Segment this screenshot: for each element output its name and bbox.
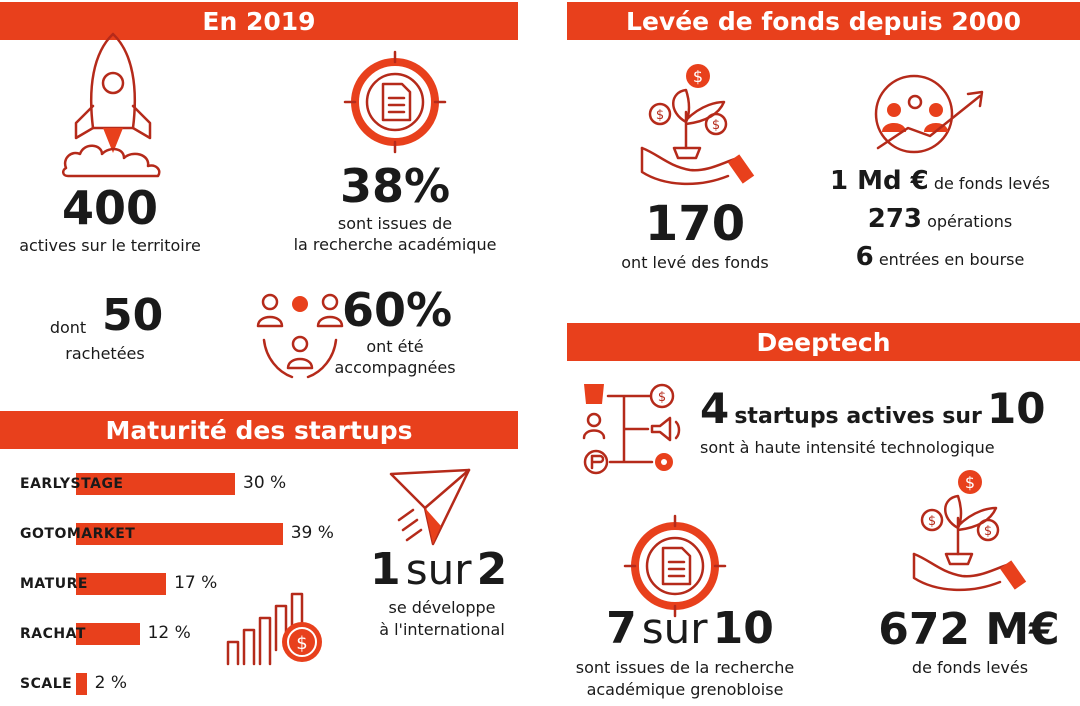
banner-funds-title: Levée de fonds depuis 2000	[626, 6, 1021, 36]
bar-earlystage	[76, 473, 235, 495]
international-label-2: à l'international	[379, 620, 505, 639]
international-ratio: 1 sur 2	[370, 545, 530, 594]
acquired-label: rachetées	[65, 344, 145, 363]
bar-label-scale: SCALE	[20, 676, 73, 692]
acquired-count: 50	[102, 290, 164, 341]
deeptech-academic-label-1: sont issues de la recherche	[575, 658, 795, 677]
svg-text:$: $	[658, 390, 666, 405]
ipo-label: entrées en bourse	[878, 250, 1025, 269]
svg-text:$: $	[296, 633, 307, 654]
growth-people-icon	[874, 74, 984, 154]
deeptech-ratio-b: 10	[986, 384, 1046, 433]
international-sur: sur	[405, 545, 472, 594]
supported-pct: 60%	[342, 283, 453, 337]
academic-pct: 38%	[339, 159, 451, 213]
amount-value: 1 Md €	[829, 166, 929, 196]
deeptech-academic-a: 7	[606, 603, 637, 654]
deeptech-funds-label: de fonds levés	[911, 658, 1029, 677]
international-b: 2	[476, 544, 508, 595]
bar-mature	[76, 573, 167, 595]
active-label: actives sur le territoire	[19, 236, 201, 255]
deeptech-ratio-mid: startups actives sur	[734, 404, 982, 429]
academic-label-2: la recherche académique	[293, 235, 497, 254]
bar-gotomarket	[76, 523, 283, 545]
deeptech-academic-sur: sur	[641, 604, 708, 653]
bar-value-scale: 2 %	[94, 673, 127, 693]
banner-2019: En 2019	[0, 2, 518, 40]
svg-text:$: $	[656, 108, 664, 123]
deeptech-ratio-label: sont à haute intensité technologique	[700, 438, 995, 457]
paper-plane-icon	[389, 468, 471, 546]
banner-deeptech: Deeptech	[567, 323, 1080, 361]
banner-deeptech-title: Deeptech	[756, 327, 891, 357]
hand-plant-money-icon: $ $ $	[640, 64, 755, 186]
svg-text:$: $	[965, 473, 975, 492]
deeptech-academic-b: 10	[712, 603, 774, 654]
supported-label-2: accompagnées	[334, 358, 456, 377]
rocket-icon	[62, 32, 161, 178]
deeptech-funds-value: 672 M€	[878, 604, 1060, 655]
bar-value-rachat: 12 %	[147, 623, 191, 643]
svg-text:$: $	[984, 524, 992, 539]
maturity-bar-chart: EARLYSTAGE 30 % GOTOMARKET 39 % MATURE 17 % RA…	[0, 460, 350, 700]
bar-label-gotomarket: GOTOMARKET	[20, 526, 136, 542]
bar-scale	[76, 673, 87, 695]
people-network-icon	[256, 293, 344, 379]
ipo-line: 6 entrées en bourse	[800, 244, 1080, 271]
active-count: 400	[61, 181, 159, 235]
amount-label: de fonds levés	[933, 174, 1051, 193]
tech-network-icon: $	[582, 383, 681, 475]
bar-label-earlystage: EARLYSTAGE	[20, 476, 124, 492]
bar-rachat	[76, 623, 140, 645]
svg-text:$: $	[928, 514, 936, 529]
hand-plant-money-icon-2: $ $ $	[912, 470, 1027, 592]
banner-maturity-title: Maturité des startups	[105, 415, 413, 445]
deeptech-ratio: 4 startups actives sur 10	[700, 388, 1080, 430]
target-document-icon-2	[623, 514, 727, 618]
academic-label-1: sont issues de	[337, 214, 453, 233]
bar-label-mature: MATURE	[20, 576, 88, 592]
deeptech-ratio-a: 4	[700, 384, 730, 433]
operations-line: 273 opérations	[800, 206, 1080, 233]
supported-label-1: ont été	[366, 337, 424, 356]
operations-label: opérations	[927, 212, 1013, 231]
target-document-icon	[343, 50, 447, 154]
deeptech-academic-ratio: 7 sur 10	[570, 604, 810, 653]
deeptech-academic-label-2: académique grenobloise	[586, 680, 784, 699]
banner-2019-title: En 2019	[202, 6, 316, 36]
growth-coin-bars-icon: $	[226, 592, 322, 666]
raised-count: 170	[644, 196, 746, 252]
operations-value: 273	[867, 204, 923, 234]
international-label-1: se développe	[388, 598, 496, 617]
bar-value-gotomarket: 39 %	[290, 523, 334, 543]
bar-value-mature: 17 %	[174, 573, 218, 593]
bar-value-earlystage: 30 %	[243, 473, 287, 493]
ipo-value: 6	[855, 242, 874, 272]
raised-label: ont levé des fonds	[621, 253, 769, 272]
acquired-prefix: dont	[49, 318, 87, 337]
international-a: 1	[370, 544, 401, 595]
amount-line: 1 Md € de fonds levés	[800, 168, 1080, 195]
banner-funds: Levée de fonds depuis 2000	[567, 2, 1080, 40]
svg-text:$: $	[712, 118, 720, 133]
banner-maturity: Maturité des startups	[0, 411, 518, 449]
bar-label-rachat: RACHAT	[20, 626, 86, 642]
svg-text:$: $	[693, 67, 703, 86]
